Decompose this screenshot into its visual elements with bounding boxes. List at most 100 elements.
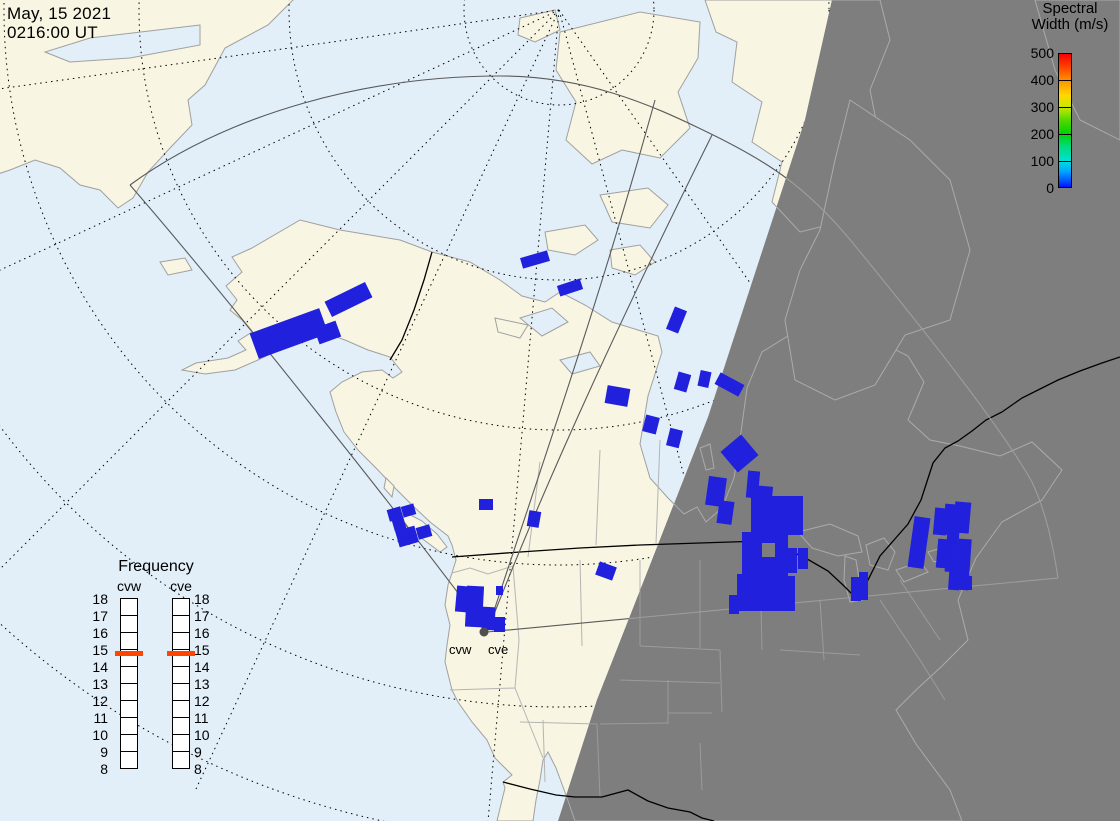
radar-echo [556, 278, 584, 297]
frequency-cell [172, 701, 190, 718]
radar-echo [907, 516, 931, 569]
radar-echo [249, 308, 329, 359]
frequency-scale-labels-right: 18 17 16 15 14 13 12 11 10 9 8 [194, 592, 214, 776]
frequency-cell [120, 667, 138, 684]
radar-echo [729, 595, 739, 614]
radar-echo [324, 281, 373, 318]
frequency-scale-labels-left: 18 17 16 15 14 13 12 11 10 9 8 [88, 592, 108, 776]
radar-echo [716, 500, 735, 525]
frequency-scale-label: 10 [194, 727, 210, 743]
echo-layer [249, 250, 972, 632]
frequency-scale-label: 14 [194, 659, 210, 675]
radar-echo [720, 434, 759, 473]
colorbar-ticks: 500 400 300 200 100 0 [1022, 45, 1054, 196]
frequency-marker-cve [167, 651, 195, 656]
frequency-scale-label: 16 [194, 625, 210, 641]
radar-echo [782, 576, 795, 611]
frequency-scale-label: 18 [92, 591, 108, 607]
radar-echo [751, 496, 803, 535]
radar-echo [494, 617, 505, 632]
frequency-scale-label: 17 [194, 608, 210, 624]
radar-label-cve: cve [488, 642, 509, 657]
frequency-scale-label: 13 [194, 676, 210, 692]
colorbar-tick-label: 200 [1030, 126, 1054, 142]
frequency-cell [172, 752, 190, 769]
radar-echo [705, 475, 727, 508]
frequency-scale-label: 11 [93, 710, 108, 726]
radar-echo [415, 524, 433, 540]
plot-date: May, 15 2021 [7, 4, 112, 23]
radar-echo [944, 530, 960, 573]
radar-echo [313, 320, 342, 345]
radar-echo [948, 561, 961, 591]
frequency-scale-label: 9 [100, 744, 108, 760]
radar-echo [526, 510, 542, 528]
radar-echo [642, 414, 660, 435]
radar-echo [942, 503, 957, 536]
frequency-cell [120, 633, 138, 650]
radar-echo [604, 385, 631, 407]
frequency-cell [172, 598, 190, 616]
frequency-cell [120, 718, 138, 735]
radar-echo [481, 606, 496, 631]
frequency-cell [172, 667, 190, 684]
radar-echo [400, 503, 417, 518]
radar-echo [666, 427, 683, 449]
radar-echo [673, 371, 692, 393]
radar-echo [961, 576, 972, 590]
frequency-scale-label: 8 [194, 761, 202, 777]
frequency-scale-cve [172, 598, 190, 769]
frequency-scale-label: 9 [194, 744, 202, 760]
radar-echo [665, 306, 688, 334]
radar-echo [479, 499, 493, 510]
radar-echo [859, 572, 868, 600]
frequency-scale-label: 18 [194, 591, 210, 607]
radar-echo [496, 586, 503, 595]
frequency-scale-label: 15 [194, 642, 210, 658]
frequency-scale-label: 12 [194, 693, 210, 709]
frequency-cell [172, 616, 190, 633]
frequency-cell [120, 701, 138, 718]
colorbar-tick-label: 400 [1030, 72, 1054, 88]
frequency-cell [120, 616, 138, 633]
radar-label-cvw: cvw [449, 642, 472, 657]
radar-site-dot [479, 627, 489, 637]
frequency-scale-label: 12 [92, 693, 108, 709]
radar-echo [737, 574, 786, 611]
colorbar-tick-label: 300 [1030, 99, 1054, 115]
frequency-cell [172, 684, 190, 701]
frequency-legend: Frequency cvw cve 18 17 16 15 14 13 12 11 10 9 8 1… [88, 552, 224, 784]
colorbar-tick-label: 500 [1030, 45, 1054, 61]
frequency-scale-label: 13 [92, 676, 108, 692]
frequency-column-cvw-header: cvw [116, 578, 142, 594]
radar-echo [395, 525, 419, 548]
colorbar-title-line1: Spectral [1042, 0, 1098, 17]
frequency-scale-label: 8 [100, 761, 108, 777]
colorbar-title: Spectral Width (m/s) [1022, 1, 1118, 33]
frequency-scale-label: 10 [92, 727, 108, 743]
frequency-cell [172, 735, 190, 752]
frequency-scale-label: 15 [92, 642, 108, 658]
radar-echo [595, 561, 617, 581]
frequency-cell [120, 735, 138, 752]
plot-time: 0216:00 UT [7, 23, 98, 42]
frequency-cell [120, 684, 138, 701]
spectral-width-colorbar: Spectral Width (m/s) 500 400 300 200 100 0 [1022, 0, 1118, 200]
frequency-cell [172, 633, 190, 650]
frequency-scale-cvw [120, 598, 138, 769]
radar-echo [798, 548, 808, 569]
radar-echo [520, 250, 550, 269]
radar-echo-gap [762, 543, 775, 557]
radar-echo [464, 585, 485, 628]
radar-echo [785, 548, 797, 573]
frequency-scale-label: 14 [92, 659, 108, 675]
frequency-cell [120, 598, 138, 616]
frequency-scale-label: 16 [92, 625, 108, 641]
frequency-cell [120, 752, 138, 769]
frequency-cell [172, 718, 190, 735]
frequency-legend-title: Frequency [118, 558, 194, 575]
colorbar-gradient [1058, 53, 1072, 188]
